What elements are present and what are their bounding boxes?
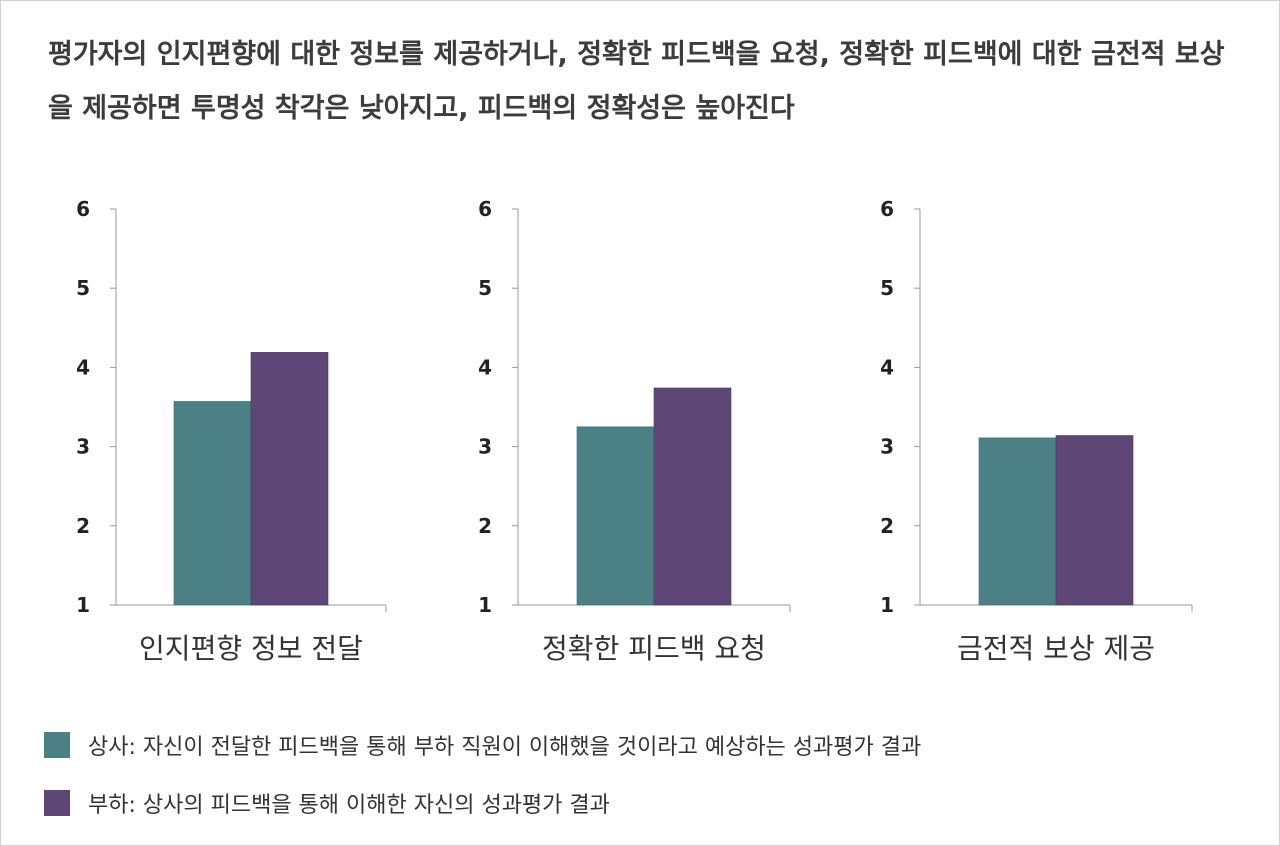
x-label-1: 인지편향 정보 전달	[139, 632, 363, 665]
y-tick-label-1-6: 6	[76, 197, 90, 221]
y-tick-label-2-6: 6	[478, 197, 492, 221]
y-tick-label-1-4: 4	[76, 355, 90, 379]
y-tick-label-3-4: 4	[880, 355, 894, 379]
legend-swatch-subordinate	[44, 790, 70, 816]
y-tick-label-3-5: 5	[880, 276, 894, 300]
y-tick-label-2-3: 3	[478, 435, 492, 459]
bar-1-boss	[173, 401, 252, 606]
figure-title: 평가자의 인지편향에 대한 정보를 제공하거나, 정확한 피드백을 요청, 정확…	[48, 39, 1225, 124]
y-tick-label-2-2: 2	[478, 514, 492, 538]
legend-item-subordinate: 부하: 상사의 피드백을 통해 이해한 자신의 성과평가 결과	[44, 788, 921, 818]
legend-swatch-boss	[44, 732, 70, 758]
legend-label-subordinate: 부하: 상사의 피드백을 통해 이해한 자신의 성과평가 결과	[88, 793, 610, 818]
y-tick-label-3-3: 3	[880, 435, 894, 459]
y-tick-label-3-1: 1	[880, 593, 894, 617]
bar-1-subordinate	[250, 352, 329, 606]
y-tick-label-1-5: 5	[76, 276, 90, 300]
y-tick-label-3-6: 6	[880, 197, 894, 221]
bar-2-boss	[576, 426, 655, 606]
legend: 상사: 자신이 전달한 피드백을 통해 부하 직원이 이해했을 것이라고 예상하…	[44, 730, 921, 846]
bar-3-subordinate	[1055, 435, 1134, 606]
y-tick-label-1-1: 1	[76, 593, 90, 617]
y-tick-label-2-4: 4	[478, 355, 492, 379]
y-tick-label-1-3: 3	[76, 435, 90, 459]
y-tick-label-2-1: 1	[478, 593, 492, 617]
x-label-2: 정확한 피드백 요청	[542, 632, 766, 665]
bar-3-boss	[978, 437, 1057, 606]
y-tick-label-1-2: 2	[76, 514, 90, 538]
x-label-3: 금전적 보상 제공	[957, 632, 1155, 665]
legend-item-boss: 상사: 자신이 전달한 피드백을 통해 부하 직원이 이해했을 것이라고 예상하…	[44, 730, 921, 760]
y-tick-label-3-2: 2	[880, 514, 894, 538]
legend-label-boss: 상사: 자신이 전달한 피드백을 통해 부하 직원이 이해했을 것이라고 예상하…	[88, 735, 922, 760]
bar-2-subordinate	[653, 387, 732, 606]
charts-area: 1 2 3 4 5 6 인지편향 정보 전달 1 2 3 4 5 6 정확한 피드백 요청 1 2 3 4 5 6 금전…	[76, 197, 1193, 665]
y-tick-label-2-5: 5	[478, 276, 492, 300]
